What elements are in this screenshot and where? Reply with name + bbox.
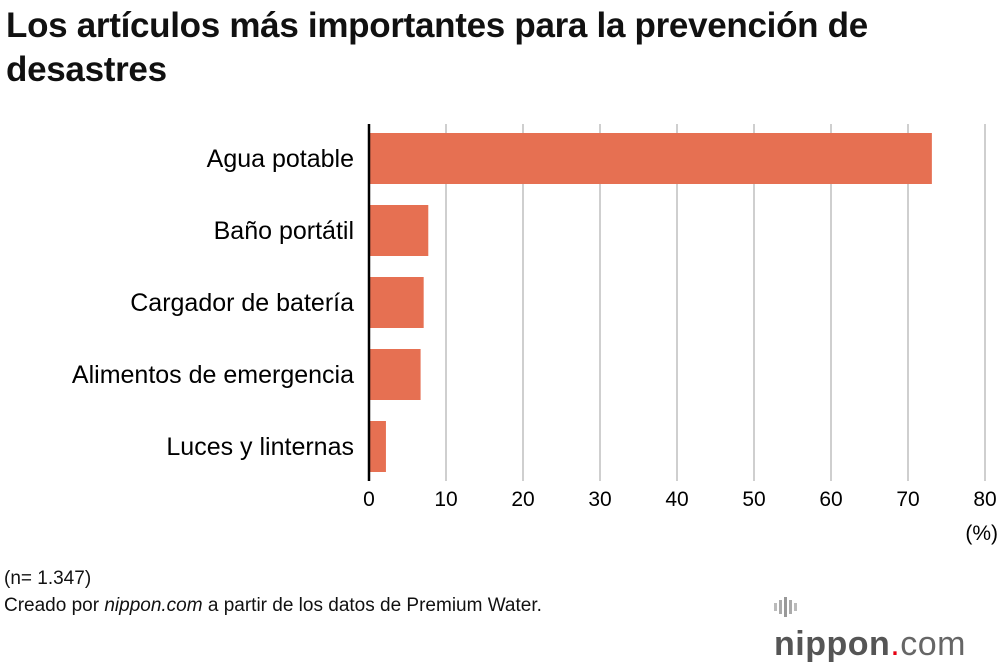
x-axis-label: (%): [965, 522, 998, 545]
x-tick-label: 30: [588, 488, 611, 511]
x-tick-label: 60: [819, 488, 842, 511]
source-credit: Creado por nippon.com a partir de los da…: [4, 595, 542, 617]
category-label: Alimentos de emergencia: [72, 361, 354, 389]
logo-dot: .: [890, 625, 901, 663]
category-label: Baño portátil: [214, 217, 354, 245]
logo-wave-icon: [774, 597, 797, 618]
category-label: Agua potable: [207, 145, 354, 173]
x-tick-label: 70: [896, 488, 919, 511]
category-label: Luces y linternas: [166, 433, 354, 461]
credit-suffix: a partir de los datos de Premium Water.: [202, 595, 542, 616]
x-tick-label: 80: [973, 488, 996, 511]
bar: [369, 133, 932, 184]
logo-tld: com: [900, 625, 966, 663]
credit-prefix: Creado por: [4, 595, 105, 616]
nippon-logo: nippon.com: [774, 586, 1000, 664]
bar: [369, 277, 424, 328]
x-tick-label: 0: [363, 488, 375, 511]
x-tick-label: 10: [434, 488, 457, 511]
category-label: Cargador de batería: [130, 289, 354, 317]
logo-name: nippon: [774, 625, 891, 663]
chart-title: Los artículos más importantes para la pr…: [6, 6, 868, 89]
bar: [369, 205, 429, 256]
x-tick-label: 40: [665, 488, 688, 511]
bar-chart: Agua potable Baño portátil Cargador de bat…: [72, 124, 998, 545]
bar: [369, 421, 386, 472]
x-tick-label: 20: [511, 488, 534, 511]
credit-site: nippon.com: [104, 595, 203, 616]
x-tick-label: 50: [742, 488, 765, 511]
sample-size-note: (n= 1.347): [4, 568, 92, 589]
bar: [369, 349, 421, 400]
